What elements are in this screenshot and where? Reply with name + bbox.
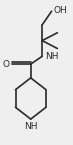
Text: OH: OH bbox=[54, 6, 67, 15]
Text: NH: NH bbox=[24, 122, 37, 131]
Text: NH: NH bbox=[45, 52, 58, 61]
Text: O: O bbox=[3, 60, 10, 69]
